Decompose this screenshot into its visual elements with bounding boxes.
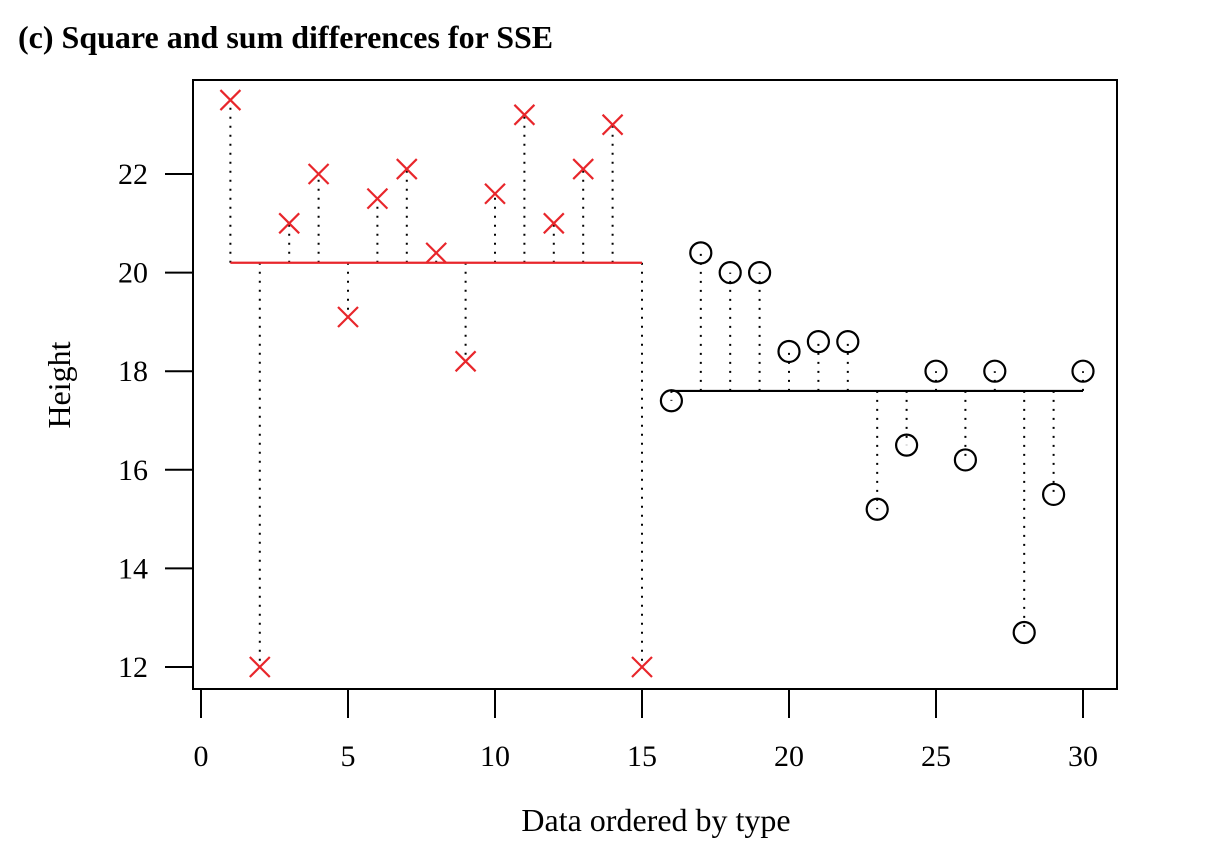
y-tick-label: 16 [118, 454, 148, 487]
data-point-circle [1071, 359, 1095, 383]
x-axis: 0 5 10 15 20 25 30 [194, 688, 1098, 773]
cross-stroke [366, 187, 389, 210]
data-point-cross [454, 350, 477, 373]
x-tick-label: 5 [341, 740, 356, 773]
cross-stroke [337, 306, 359, 328]
cross-stroke [425, 242, 447, 264]
data-point-circle [894, 433, 919, 457]
data-point-circle [836, 330, 860, 354]
y-tick-label: 14 [118, 552, 148, 585]
data-point-circle [1041, 482, 1066, 507]
data-point-circle [747, 261, 772, 285]
data-point-circle [924, 359, 948, 383]
residual-lines [229, 100, 1084, 667]
cross-stroke [484, 182, 506, 205]
plot-frame [192, 79, 1118, 690]
data-point-circle [689, 241, 713, 265]
data-point-cross [366, 187, 389, 210]
data-point-cross [396, 158, 418, 180]
x-tick-label: 20 [774, 740, 804, 773]
y-axis-label: Height [41, 341, 77, 428]
data-point-circle [659, 389, 684, 413]
data-point-cross [484, 182, 506, 205]
data-point-circle [806, 330, 831, 354]
x-axis-label: Data ordered by type [521, 802, 790, 838]
data-point-cross [631, 656, 653, 678]
data-point-cross [425, 242, 447, 264]
cross-stroke [631, 656, 653, 678]
cross-stroke [219, 89, 242, 111]
cross-stroke [396, 158, 418, 180]
data-point-cross [278, 212, 300, 235]
cross-stroke [572, 158, 594, 180]
data-point-circle [865, 497, 889, 521]
y-tick-label: 18 [118, 355, 148, 388]
data-points [219, 89, 1095, 678]
cross-stroke [513, 104, 536, 126]
data-point-cross [543, 212, 565, 235]
y-tick-label: 12 [118, 651, 148, 684]
data-point-cross [601, 113, 624, 136]
data-point-cross [572, 158, 594, 180]
data-point-circle [718, 261, 742, 285]
data-point-cross [513, 104, 536, 126]
group-mean-lines [230, 261, 1083, 393]
x-tick-label: 10 [480, 740, 510, 773]
cross-stroke [249, 656, 271, 678]
y-axis: 12 14 16 18 20 22 [118, 158, 194, 684]
cross-stroke [601, 113, 624, 136]
y-tick-label: 20 [118, 257, 148, 290]
data-point-circle [983, 359, 1007, 383]
data-point-cross [249, 656, 271, 678]
data-point-cross [337, 306, 359, 328]
cross-stroke [543, 212, 565, 235]
cross-stroke [454, 350, 477, 373]
y-tick-label: 22 [118, 158, 148, 191]
data-point-circle [1012, 620, 1036, 645]
x-tick-label: 0 [194, 740, 209, 773]
data-point-cross [219, 89, 242, 111]
cross-stroke [307, 163, 330, 185]
x-tick-label: 30 [1068, 740, 1098, 773]
x-tick-label: 25 [921, 740, 951, 773]
data-point-circle [953, 448, 978, 472]
data-point-circle [777, 339, 801, 364]
data-point-cross [307, 163, 330, 185]
x-tick-label: 15 [627, 740, 657, 773]
chart-title: (c) Square and sum differences for SSE [18, 19, 553, 55]
cross-stroke [278, 212, 300, 235]
